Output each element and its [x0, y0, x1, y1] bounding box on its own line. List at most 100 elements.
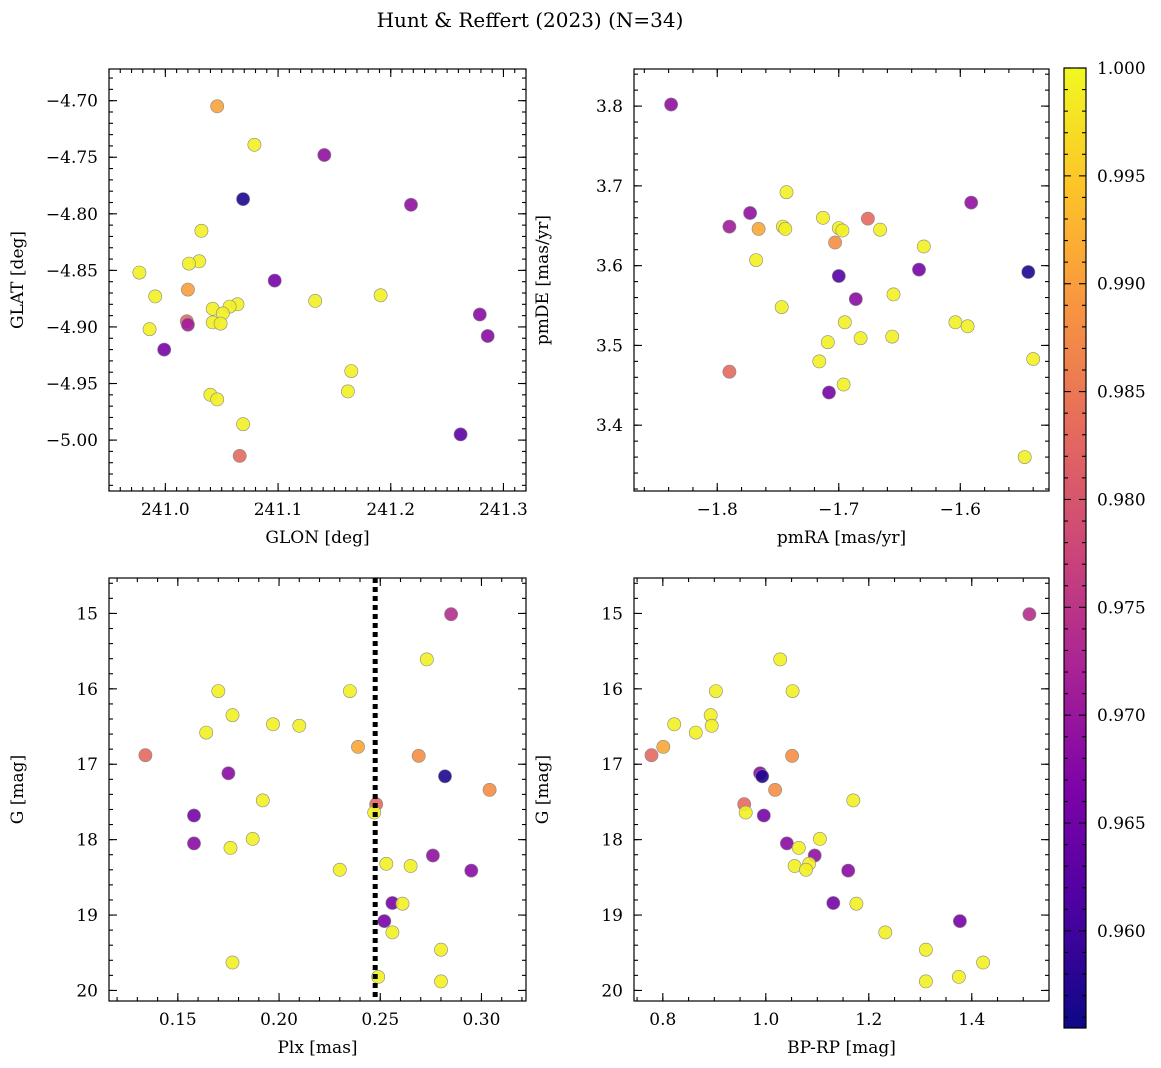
- data-point: [849, 896, 864, 911]
- y-tick-label: 16: [76, 680, 98, 700]
- data-point: [722, 364, 737, 379]
- x-tick-label: 241.0: [141, 500, 190, 520]
- data-point: [444, 607, 458, 622]
- data-point: [404, 197, 418, 212]
- panel-bottom-right: 0.8 1.0 1.2 1.4 15 16 17 18 19 20 BP-RP [mag] G [ma…: [533, 577, 1050, 1058]
- y-tick-label: 16: [601, 680, 623, 700]
- y-tick-label: 3.7: [596, 177, 623, 197]
- data-point: [232, 448, 247, 463]
- colorbar-tick-label: 0.980: [1097, 490, 1146, 510]
- data-point: [836, 377, 851, 392]
- data-point: [828, 235, 842, 250]
- data-point: [822, 385, 836, 400]
- data-point: [373, 288, 388, 303]
- y-tick-label: 20: [76, 981, 98, 1001]
- x-tick-label: 1.4: [958, 1010, 985, 1030]
- data-point: [774, 300, 789, 314]
- data-point: [482, 783, 497, 797]
- data-point: [266, 717, 280, 732]
- data-point: [919, 974, 933, 989]
- data-point: [916, 239, 931, 254]
- axes-frame: [108, 68, 527, 492]
- data-point: [1022, 607, 1037, 622]
- data-point: [187, 836, 201, 851]
- data-point: [480, 329, 495, 343]
- data-point: [142, 322, 157, 337]
- data-point: [1021, 265, 1036, 279]
- data-point: [332, 862, 347, 877]
- data-point: [841, 863, 856, 878]
- data-point: [411, 749, 426, 763]
- colorbar-tick-label: 0.965: [1097, 814, 1146, 834]
- y-tick-label: 3.4: [596, 416, 623, 436]
- data-point: [756, 808, 771, 823]
- data-point: [667, 717, 682, 732]
- panel-top-right: −1.8 −1.7 −1.6 3.4 3.5 3.6 3.7 3.8 pmRA [mas/yr]…: [533, 68, 1050, 548]
- data-point: [799, 862, 813, 877]
- axes-frame: [633, 68, 1050, 492]
- x-tick-label: 1.0: [752, 1010, 779, 1030]
- y-tick-label: 17: [601, 755, 623, 775]
- data-point: [960, 319, 975, 334]
- data-point: [344, 364, 359, 378]
- y-tick-label: 15: [601, 604, 623, 624]
- data-point: [377, 914, 392, 928]
- colorbar-gradient: [1064, 68, 1086, 1028]
- data-point: [267, 273, 282, 288]
- data-point: [425, 848, 440, 863]
- y-tick-label: −4.95: [46, 375, 98, 395]
- data-point: [223, 841, 238, 855]
- data-point: [351, 740, 365, 754]
- data-point: [211, 684, 226, 698]
- data-point: [1026, 352, 1041, 366]
- data-point: [148, 289, 163, 304]
- data-point: [419, 652, 434, 667]
- y-tick-label: 3.5: [596, 336, 623, 356]
- colorbar-tick-label: 0.985: [1097, 383, 1146, 403]
- data-point: [812, 354, 827, 369]
- data-point: [820, 335, 835, 350]
- colorbar-tick-label: 1.000: [1097, 59, 1146, 79]
- data-point: [826, 896, 841, 910]
- x-tick-label: 1.2: [855, 1010, 882, 1030]
- colorbar-tick-label: 0.975: [1097, 598, 1146, 618]
- data-point: [779, 185, 794, 200]
- data-point: [221, 766, 236, 781]
- y-tick-label: −4.80: [46, 205, 98, 225]
- data-point: [853, 331, 868, 346]
- data-point: [885, 329, 900, 344]
- data-point: [976, 955, 990, 970]
- data-point: [317, 148, 332, 162]
- data-point: [379, 856, 394, 871]
- data-point: [778, 221, 793, 236]
- data-point: [472, 307, 487, 322]
- x-tick-label: 0.20: [260, 1010, 298, 1030]
- colorbar-tick-label: 0.990: [1097, 275, 1146, 295]
- data-point: [138, 748, 153, 763]
- data-point: [453, 427, 468, 442]
- data-point: [861, 211, 875, 226]
- data-point: [213, 316, 228, 331]
- panels: 241.0 241.1 241.2 241.3 −5.00 −4.95 −4.90 −4.85…: [8, 68, 1050, 1058]
- data-point: [738, 805, 753, 820]
- data-point: [722, 219, 737, 234]
- data-point: [199, 725, 214, 740]
- y-tick-label: −4.85: [46, 261, 98, 281]
- data-point: [848, 292, 863, 306]
- colorbar-tick-label: 0.995: [1097, 167, 1146, 187]
- data-point: [688, 725, 703, 740]
- axes-frame: [633, 577, 1050, 1002]
- x-tick-label: 0.15: [159, 1010, 197, 1030]
- data-point: [664, 97, 678, 112]
- y-axis-label: G [mag]: [8, 755, 28, 824]
- data-point: [395, 896, 410, 911]
- data-point: [644, 748, 659, 763]
- data-point: [182, 256, 196, 271]
- x-tick-label: 241.3: [479, 500, 528, 520]
- data-point: [816, 210, 830, 225]
- data-point: [180, 282, 195, 297]
- figure-title: Hunt & Reffert (2023) (N=34): [377, 8, 684, 32]
- y-tick-label: 18: [76, 831, 98, 851]
- y-tick-label: 20: [601, 981, 623, 1001]
